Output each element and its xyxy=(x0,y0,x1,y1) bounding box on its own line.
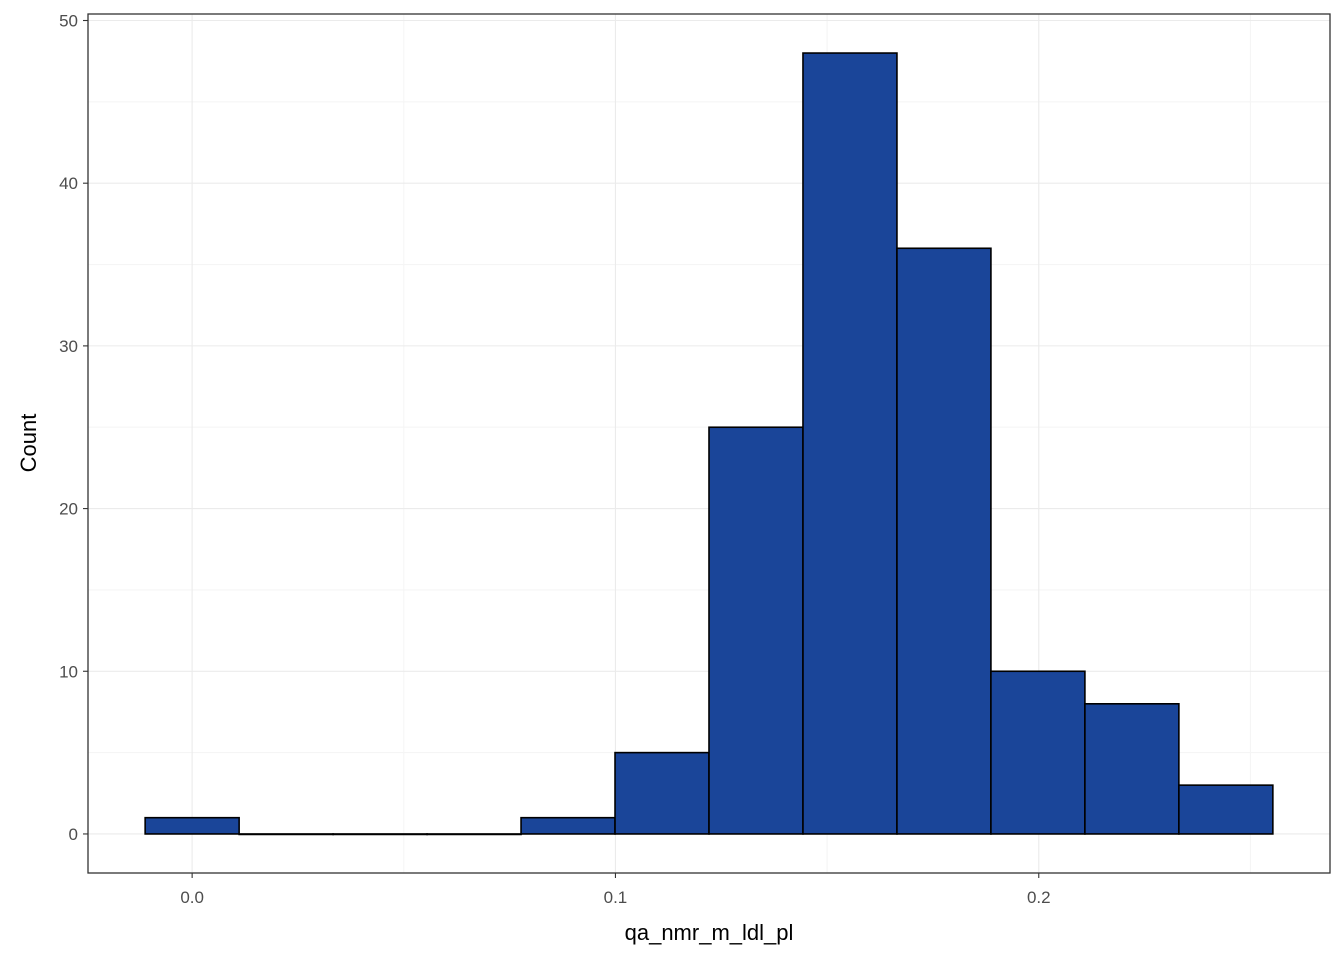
histogram-bar xyxy=(332,833,428,836)
panel-border xyxy=(87,13,1331,874)
histogram-bar xyxy=(238,833,334,836)
histogram-bar xyxy=(896,247,992,835)
histogram-bars xyxy=(144,52,1274,836)
y-axis: 0 10 20 30 40 50 xyxy=(59,12,88,844)
y-axis-title: Count xyxy=(16,414,41,473)
histogram-bar xyxy=(802,52,898,835)
histogram-bar xyxy=(614,751,710,835)
x-tick-label: 0.2 xyxy=(1027,888,1051,907)
x-axis-title: qa_nmr_m_ldl_pl xyxy=(625,920,794,945)
x-tick-label: 0.1 xyxy=(604,888,628,907)
y-tick-label: 50 xyxy=(59,12,78,31)
x-axis: 0.0 0.1 0.2 xyxy=(180,873,1051,907)
y-tick-label: 30 xyxy=(59,337,78,356)
histogram-bar xyxy=(520,816,616,835)
histogram-bar xyxy=(1084,703,1180,835)
x-tick-label: 0.0 xyxy=(180,888,204,907)
y-tick-label: 0 xyxy=(69,825,78,844)
y-tick-label: 20 xyxy=(59,500,78,519)
y-tick-label: 10 xyxy=(59,662,78,681)
histogram-bar xyxy=(708,426,804,835)
histogram-bar xyxy=(144,816,240,835)
y-tick-label: 40 xyxy=(59,174,78,193)
histogram-bar xyxy=(426,833,522,836)
histogram-bar xyxy=(1178,784,1274,835)
histogram-bar xyxy=(990,670,1086,835)
